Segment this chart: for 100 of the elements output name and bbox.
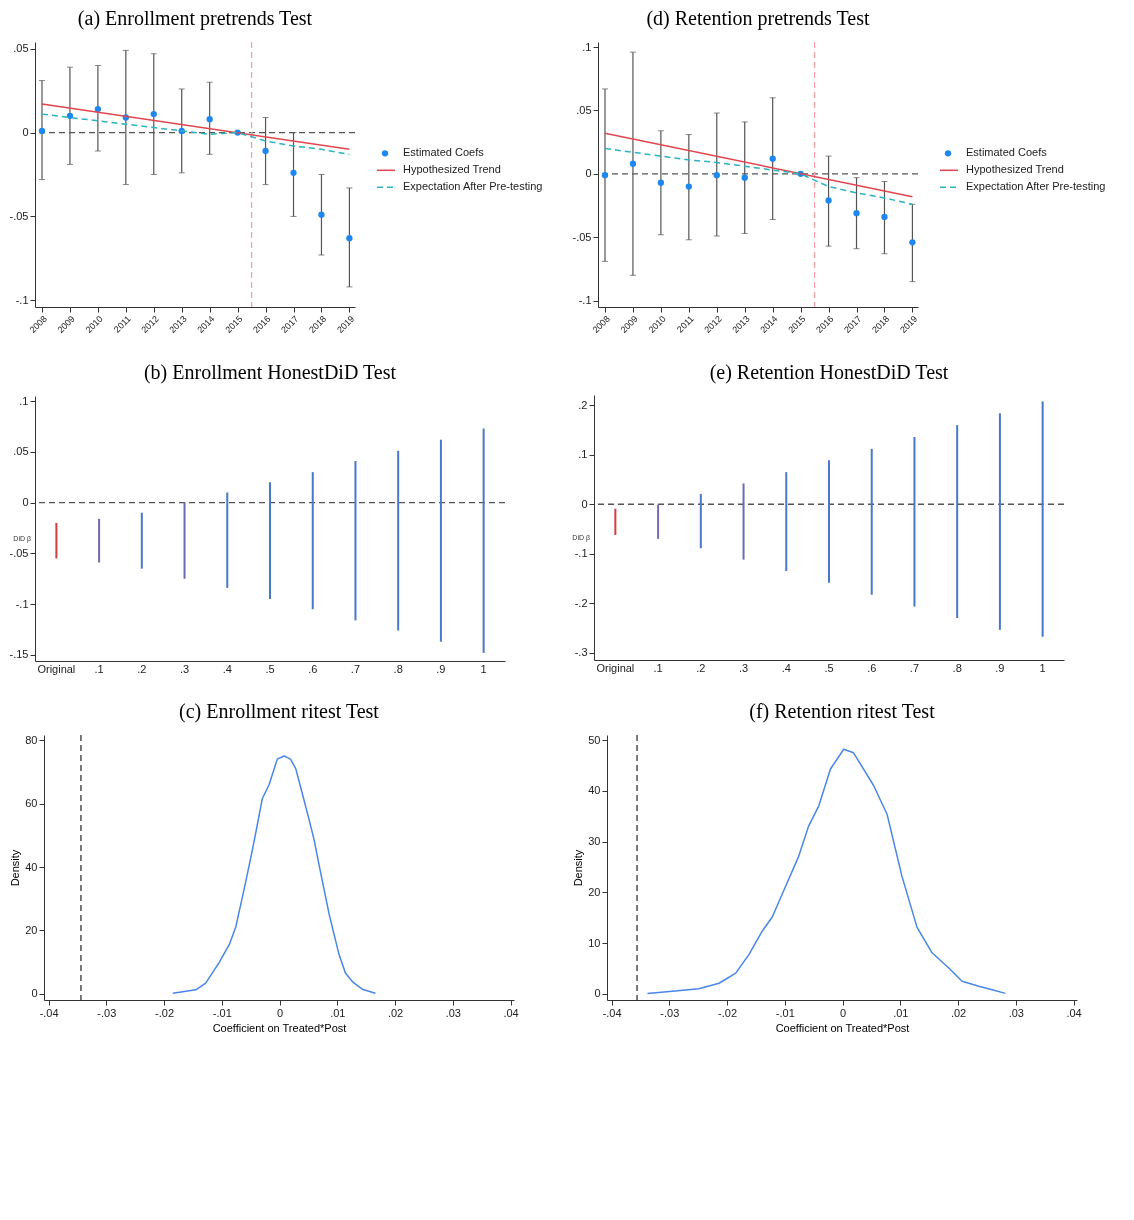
x-tick-label: .8 (952, 661, 962, 674)
x-tick-label: .2 (696, 661, 706, 674)
chart-title: (e) Retention HonestDiD Test (709, 361, 949, 384)
legend-label: Estimated Coefs (403, 146, 485, 159)
point (601, 171, 609, 179)
x-tick-label: Original (596, 661, 635, 674)
legend-label: Hypothesized Trend (403, 163, 501, 176)
line-series (604, 147, 914, 206)
x-tick-label: .02 (387, 1006, 404, 1019)
bar (742, 483, 745, 560)
bar (55, 522, 58, 559)
y-tick-label: 20 (588, 885, 601, 898)
bar (183, 502, 186, 579)
y-tick-label: 0 (585, 167, 592, 180)
bar (614, 508, 617, 535)
y-tick-label: 0 (594, 987, 601, 1000)
point (741, 174, 748, 181)
bar (98, 518, 101, 563)
x-tick-label: .03 (1008, 1006, 1024, 1019)
y-tick-label: 20 (25, 924, 38, 936)
bar (913, 437, 916, 607)
x-tick-label: .9 (995, 661, 1005, 674)
x-tick-label: -.03 (660, 1006, 680, 1019)
point (346, 235, 353, 242)
x-tick-label: .02 (950, 1006, 967, 1019)
point (262, 147, 269, 155)
point (909, 239, 916, 246)
point (318, 211, 325, 218)
x-tick-label: 1 (1039, 661, 1046, 674)
y-tick-label: -.15 (9, 648, 29, 661)
point (629, 160, 637, 167)
y-tick-label: 0 (22, 496, 29, 509)
x-tick-label: .6 (867, 661, 877, 674)
y-tick-label: .1 (19, 394, 29, 407)
line-series (646, 748, 1007, 995)
y-tick-label: .1 (582, 40, 592, 53)
point (206, 116, 213, 123)
bar (482, 428, 485, 653)
y-tick-label: 0 (581, 497, 588, 510)
y-tick-label: -.1 (574, 547, 588, 560)
legend-label: Estimated Coefs (966, 146, 1048, 159)
chart-title: (a) Enrollment pretrends Test (77, 7, 313, 31)
x-tick-label: .3 (738, 661, 749, 674)
bar (657, 504, 660, 539)
x-tick-label: 1 (480, 662, 487, 675)
x-tick-label: .4 (222, 662, 232, 675)
y-tick-label: 0 (31, 987, 38, 1000)
line-series (41, 113, 351, 156)
y-tick-label: 60 (25, 797, 38, 810)
bar (1041, 401, 1044, 637)
point (290, 169, 297, 176)
point (881, 213, 888, 221)
x-tick-label: -.01 (775, 1006, 795, 1019)
bar (311, 472, 314, 610)
y-tick-label: 40 (25, 860, 38, 873)
x-tick-label: Original (37, 662, 76, 675)
x-tick-label: -.03 (97, 1006, 117, 1019)
bar (785, 472, 788, 572)
point (769, 155, 776, 162)
point (685, 183, 692, 190)
point (825, 197, 832, 204)
y-tick-label: 80 (25, 733, 38, 746)
bar (998, 413, 1001, 630)
x-tick-label: -.02 (718, 1006, 738, 1019)
x-tick-label: 0 (277, 1006, 284, 1019)
y-tick-label: .1 (578, 448, 588, 461)
y-tick-label: -.2 (574, 596, 588, 609)
y-tick-label: 0 (22, 126, 29, 139)
chart-title: (c) Enrollment ritest Test (179, 700, 380, 724)
bar (828, 460, 830, 583)
y-tick-label: 40 (588, 784, 601, 797)
bar (397, 450, 400, 631)
bar (699, 493, 702, 549)
x-tick-label: .04 (1066, 1006, 1082, 1019)
legend-label: Hypothesized Trend (966, 163, 1064, 176)
y-tick-label: -.3 (574, 646, 588, 659)
y-tick-label: 10 (588, 936, 601, 949)
x-tick-label: .7 (909, 661, 920, 674)
x-tick-label: .01 (893, 1006, 909, 1019)
chart-title: (d) Retention pretrends Test (646, 7, 871, 31)
y-tick-label: .2 (578, 398, 588, 411)
y-tick-label: .05 (576, 103, 592, 116)
y-tick-label: -.1 (15, 293, 29, 306)
line-series (172, 755, 377, 995)
legend-label: Expectation After Pre-testing (966, 180, 1106, 193)
chart-title: (f) Retention ritest Test (749, 700, 936, 724)
bar (956, 425, 959, 618)
bar (226, 492, 229, 588)
y-axis-title: Density (572, 849, 585, 887)
chart-title: (b) Enrollment HonestDiD Test (143, 361, 397, 385)
x-tick-label: .1 (94, 662, 104, 675)
bar (439, 439, 442, 642)
y-tick-label: 30 (588, 835, 601, 848)
point (713, 171, 720, 179)
point (94, 105, 102, 113)
x-axis-title: Coefficient on Treated*Post (775, 1021, 910, 1034)
x-tick-label: .5 (824, 661, 834, 674)
bar (870, 448, 873, 595)
x-tick-label: -.02 (155, 1006, 175, 1019)
y-tick-label: .05 (13, 42, 29, 55)
